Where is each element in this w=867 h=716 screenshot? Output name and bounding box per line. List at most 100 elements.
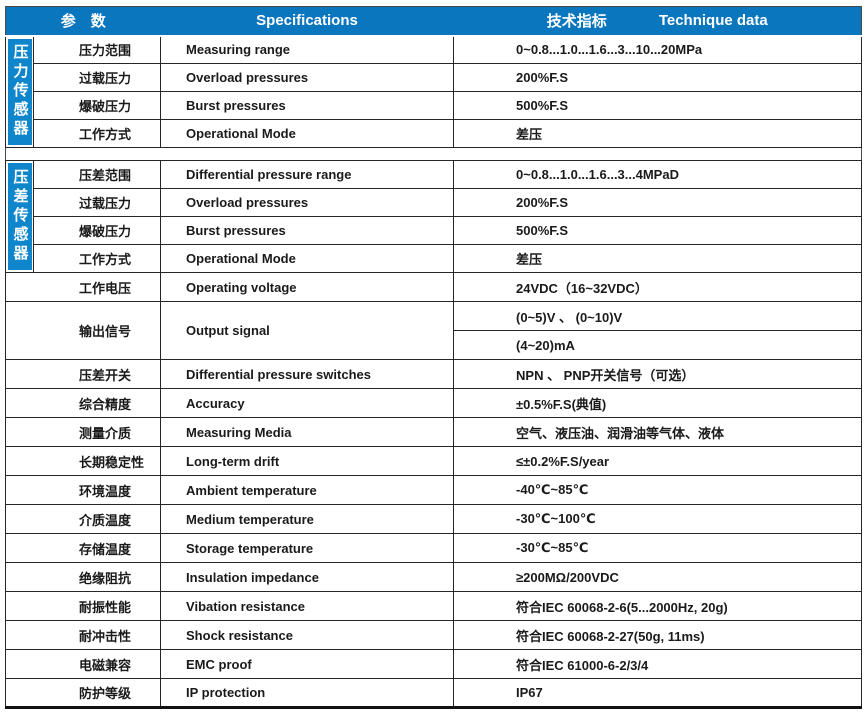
param-cell: 长期稳定性 (4, 446, 162, 476)
header-tech-cn: 技术指标 (546, 13, 607, 31)
value-cell: (0~5)V 、 (0~10)V (453, 301, 863, 331)
param-cell: 环境温度 (4, 475, 162, 505)
value-cell: -30℃~85℃ (453, 533, 863, 563)
value-cell: 200%F.S (453, 188, 863, 217)
value-cell: 0~0.8...1.0...1.6...3...4MPaD (453, 160, 863, 189)
spec-cell: Differential pressure switches (160, 359, 455, 389)
param-cell: 过载压力 (32, 63, 162, 92)
table-row: (4~20)mA (6, 330, 863, 360)
table-header-row: 参 数 Specifications 技术指标 Technique data (5, 6, 862, 37)
spec-cell: Measuring Media (160, 417, 455, 447)
table-row: 环境温度 Ambient temperature -40℃~85℃ (4, 475, 863, 505)
table-row: 过载压力 Overload pressures 200%F.S (6, 63, 863, 92)
param-cell: 压差范围 (32, 160, 162, 189)
spec-cell: Overload pressures (160, 188, 455, 217)
spec-table: 参 数 Specifications 技术指标 Technique data 压… (4, 6, 863, 709)
spec-cell: Burst pressures (160, 91, 455, 120)
value-cell: ≥200MΩ/200VDC (453, 562, 863, 592)
table-row: 电磁兼容 EMC proof 符合IEC 61000-6-2/3/4 (4, 649, 863, 679)
spec-cell: Operational Mode (160, 244, 455, 273)
header-params: 参 数 (5, 6, 161, 37)
value-cell: 符合IEC 60068-2-6(5...2000Hz, 20g) (453, 591, 863, 621)
value-cell: NPN 、 PNP开关信号（可选） (453, 359, 863, 389)
sidebar-pressure-sensor: 压力传感器 (5, 35, 34, 148)
value-cell: ≤±0.2%F.S/year (453, 446, 863, 476)
param-cell: 综合精度 (4, 388, 162, 418)
param-cell: 压差开关 (4, 359, 162, 389)
spec-cell: Operating voltage (160, 272, 455, 302)
param-cell: 测量介质 (4, 417, 162, 447)
spec-cell: EMC proof (160, 649, 455, 679)
spec-cell: Operational Mode (160, 119, 455, 148)
table-row: 过载压力 Overload pressures 200%F.S (6, 188, 863, 217)
sidebar-pressure-sensor-label: 压力传感器 (8, 38, 32, 145)
param-cell: 耐冲击性 (4, 620, 162, 650)
param-cell: 存储温度 (4, 533, 162, 563)
param-cell: 爆破压力 (32, 91, 162, 120)
spec-cell: Burst pressures (160, 216, 455, 245)
spec-cell: Accuracy (160, 388, 455, 418)
table-row: 绝缘阻抗 Insulation impedance ≥200MΩ/200VDC (4, 562, 863, 592)
spec-cell: Long-term drift (160, 446, 455, 476)
value-cell: ±0.5%F.S(典值) (453, 388, 863, 418)
spec-cell: Medium temperature (160, 504, 455, 534)
table-row: 爆破压力 Burst pressures 500%F.S (6, 216, 863, 245)
param-cell: 电磁兼容 (4, 649, 162, 679)
spec-cell: Overload pressures (160, 63, 455, 92)
table-row: 输出信号 Output signal (0~5)V 、 (0~10)V (4, 301, 863, 360)
spec-cell: Vibation resistance (160, 591, 455, 621)
table-row: 工作方式 Operational Mode 差压 (6, 119, 863, 148)
header-tech-en: Technique data (658, 12, 768, 30)
table-row: 防护等级 IP protection IP67 (4, 678, 863, 708)
table-row: 压力传感器 压力范围 Measuring range 0~0.8...1.0..… (5, 35, 863, 148)
spec-cell: Output signal (160, 301, 455, 360)
table-row: 工作方式 Operational Mode 差压 (6, 244, 863, 273)
param-cell: 防护等级 (4, 678, 162, 708)
value-cell: 空气、液压油、润滑油等气体、液体 (453, 417, 863, 447)
param-cell: 绝缘阻抗 (4, 562, 162, 592)
table-row: 耐振性能 Vibation resistance 符合IEC 60068-2-6… (4, 591, 863, 621)
table-row: 综合精度 Accuracy ±0.5%F.S(典值) (4, 388, 863, 418)
sidebar-differential-pressure-sensor: 压差传感器 (5, 160, 34, 273)
value-cell: 200%F.S (453, 63, 863, 92)
param-cell: 爆破压力 (32, 216, 162, 245)
value-cell: 24VDC（16~32VDC） (453, 272, 863, 302)
table-row: 测量介质 Measuring Media 空气、液压油、润滑油等气体、液体 (4, 417, 863, 447)
value-cell: -30℃~100℃ (453, 504, 863, 534)
param-cell: 工作方式 (32, 119, 162, 148)
param-cell: 过载压力 (32, 188, 162, 217)
value-cell: 符合IEC 60068-2-27(50g, 11ms) (453, 620, 863, 650)
spec-cell: Differential pressure range (160, 160, 455, 189)
spec-cell: Storage temperature (160, 533, 455, 563)
param-cell: 输出信号 (4, 301, 162, 360)
spec-cell: Insulation impedance (160, 562, 455, 592)
value-cell: 500%F.S (453, 216, 863, 245)
sidebar-differential-pressure-sensor-label: 压差传感器 (8, 163, 32, 270)
value-cell: -40℃~85℃ (453, 475, 863, 505)
value-cell: 差压 (453, 244, 863, 273)
param-cell: 工作方式 (32, 244, 162, 273)
table-row: 耐冲击性 Shock resistance 符合IEC 60068-2-27(5… (4, 620, 863, 650)
value-cell: (4~20)mA (453, 330, 863, 360)
spec-cell: IP protection (160, 678, 455, 708)
table-row: 工作电压 Operating voltage 24VDC（16~32VDC） (4, 272, 863, 302)
header-specifications: Specifications (160, 6, 454, 37)
param-cell: 工作电压 (4, 272, 162, 302)
param-cell: 介质温度 (4, 504, 162, 534)
table-row: 压差开关 Differential pressure switches NPN … (4, 359, 863, 389)
param-cell: 耐振性能 (4, 591, 162, 621)
section-gap (5, 147, 862, 161)
table-row: 介质温度 Medium temperature -30℃~100℃ (4, 504, 863, 534)
table-row: 压差传感器 压差范围 Differential pressure range 0… (5, 160, 863, 273)
value-cell: 符合IEC 61000-6-2/3/4 (453, 649, 863, 679)
param-cell: 压力范围 (32, 35, 162, 64)
table-row: 长期稳定性 Long-term drift ≤±0.2%F.S/year (4, 446, 863, 476)
table-row: 存储温度 Storage temperature -30℃~85℃ (4, 533, 863, 563)
value-cell: 差压 (453, 119, 863, 148)
header-technique-data: 技术指标 Technique data (453, 6, 862, 37)
spec-cell: Ambient temperature (160, 475, 455, 505)
value-cell: IP67 (453, 678, 863, 708)
table-row: 爆破压力 Burst pressures 500%F.S (6, 91, 863, 120)
spec-cell: Shock resistance (160, 620, 455, 650)
